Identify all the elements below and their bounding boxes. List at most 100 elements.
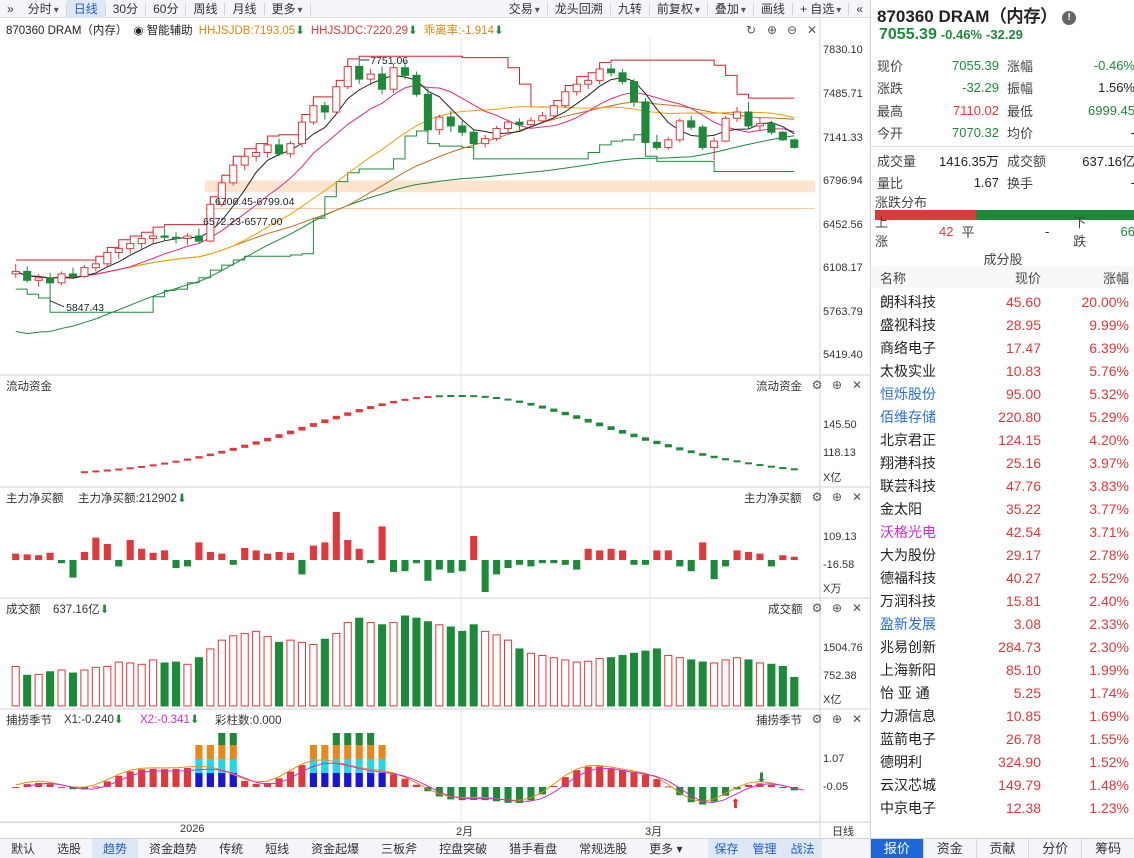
collapse-icon[interactable]: » — [7, 1, 14, 16]
volume-bar — [618, 655, 627, 707]
net-panel-title: 主力净买额 — [6, 493, 64, 505]
candle-body — [171, 236, 181, 240]
close-icon[interactable]: ✕ — [851, 490, 863, 504]
season-bar — [676, 787, 684, 796]
strategy-tab[interactable]: 资金起爆 — [311, 841, 360, 856]
constituent-row[interactable]: 云汉芯城 149.79 1.48% — [880, 776, 1129, 793]
toolbar-item[interactable]: 交易 — [502, 0, 547, 18]
constituent-row[interactable]: 翔港科技 25.16 3.97% — [880, 454, 1129, 471]
volume-bar — [332, 633, 341, 707]
toolbar-item[interactable]: + 自选 — [793, 0, 848, 18]
expand-icon[interactable]: « — [856, 1, 863, 16]
chart-canvas[interactable]: 7751.06 5847.43 6706.45-6799.04 6572.23-657… — [0, 0, 870, 838]
close-icon[interactable]: ✕ — [806, 23, 818, 37]
constituent-row[interactable]: 德明利 324.90 1.52% — [880, 753, 1129, 770]
panel-tab[interactable]: 贡献 — [977, 839, 1030, 858]
info-icon[interactable]: ! — [1062, 11, 1077, 25]
season-block — [218, 745, 226, 759]
close-icon[interactable]: ✕ — [851, 378, 863, 392]
constituent-row[interactable]: 恒烁股份 95.00 5.32% — [880, 385, 1129, 402]
constituent-row[interactable]: 怡 亚 通 5.25 1.74% — [880, 684, 1129, 701]
zoom-in-icon[interactable]: ⊕ — [831, 712, 843, 726]
panel-tab[interactable]: 资金 — [924, 839, 977, 858]
strategy-tab[interactable]: 趋势 — [92, 838, 139, 858]
strategy-tab[interactable]: 默认 — [11, 841, 36, 856]
strategy-tab[interactable]: 管理 — [745, 838, 784, 858]
toolbar-item[interactable]: 更多 — [265, 0, 310, 18]
constituent-row[interactable]: 力源信息 10.85 1.69% — [880, 707, 1129, 724]
constituent-row[interactable]: 北京君正 124.15 4.20% — [880, 431, 1129, 448]
panel-tab[interactable]: 报价 — [871, 839, 924, 858]
panel-tab[interactable]: 分价 — [1029, 839, 1083, 858]
constituent-row[interactable]: 盛视科技 28.95 9.99% — [880, 316, 1129, 333]
toolbar-item[interactable]: 画线 — [760, 1, 785, 16]
toolbar-item[interactable]: 日线 — [66, 0, 105, 18]
constituent-row[interactable]: 盈新发展 3.08 2.33% — [880, 615, 1129, 632]
constituent-row[interactable]: 万润科技 15.81 2.40% — [880, 592, 1129, 609]
close-icon[interactable]: ✕ — [851, 712, 863, 726]
net-bar — [756, 553, 764, 560]
season-bar — [607, 768, 615, 787]
constituent-row[interactable]: 佰维存储 220.80 5.29% — [880, 408, 1129, 425]
gear-icon[interactable]: ⚙ — [811, 601, 823, 615]
close-icon[interactable]: ✕ — [851, 601, 863, 615]
net-bar — [332, 512, 340, 560]
refresh-icon[interactable]: ↻ — [745, 23, 757, 37]
toolbar-item[interactable]: 周线 — [193, 1, 218, 16]
assist-toggle[interactable]: ◉ 智能辅助 — [133, 25, 193, 37]
toolbar-item[interactable]: 龙头回溯 — [554, 1, 603, 16]
toolbar-item[interactable]: 30分 — [112, 1, 139, 16]
strategy-tab[interactable]: 战法 — [783, 838, 822, 858]
constituent-row[interactable]: 金太阳 35.22 3.77% — [880, 500, 1129, 517]
constituent-row[interactable]: 上海新阳 85.10 1.99% — [880, 661, 1129, 678]
constituent-row[interactable]: 联芸科技 47.76 3.83% — [880, 477, 1129, 494]
season-block — [206, 759, 214, 773]
constituent-row[interactable]: 沃格光电 42.54 3.71% — [880, 523, 1129, 540]
strategy-tab[interactable]: 三板斧 — [381, 841, 418, 856]
main-ytick: 7141.33 — [823, 132, 863, 144]
down-arrow-icon: ⬇ — [295, 25, 305, 37]
assist-icon: ◉ — [133, 25, 144, 37]
zoom-out-icon[interactable]: ⊖ — [786, 23, 798, 37]
constituent-row[interactable]: 商络电子 17.47 6.39% — [880, 339, 1129, 356]
zoom-in-icon[interactable]: ⊕ — [766, 23, 778, 37]
toolbar-item[interactable]: 分时 — [21, 0, 66, 18]
strategy-tab[interactable]: 资金趋势 — [149, 841, 198, 856]
gear-icon[interactable]: ⚙ — [811, 490, 823, 504]
constituent-row[interactable]: 蓝箭电子 26.78 1.55% — [880, 730, 1129, 747]
volume-bar — [767, 663, 776, 707]
flow-bar — [596, 422, 604, 427]
constituent-row[interactable]: 大为股份 29.17 2.78% — [880, 546, 1129, 563]
panel-tab[interactable]: 筹码 — [1082, 839, 1134, 858]
constituent-row[interactable]: 中京电子 12.38 1.23% — [880, 799, 1129, 816]
constituent-row[interactable]: 太极实业 10.83 5.76% — [880, 362, 1129, 379]
gear-icon[interactable]: ⚙ — [811, 378, 823, 392]
toolbar-item[interactable]: 前复权 — [650, 0, 707, 18]
gear-icon[interactable]: ⚙ — [811, 712, 823, 726]
toolbar-item[interactable]: 九转 — [617, 1, 642, 16]
volume-bar — [698, 661, 707, 707]
constituent-row[interactable]: 朗科科技 45.60 20.00% — [880, 293, 1129, 310]
constituent-row[interactable]: 兆易创新 284.73 2.30% — [880, 638, 1129, 655]
toolbar-item[interactable]: 月线 — [232, 1, 257, 16]
strategy-tab[interactable]: 短线 — [265, 841, 290, 856]
flow-bar — [367, 406, 375, 410]
strategy-tab[interactable]: 选股 — [57, 841, 82, 856]
zoom-in-icon[interactable]: ⊕ — [831, 378, 843, 392]
candle-body — [297, 121, 307, 145]
zoom-in-icon[interactable]: ⊕ — [831, 490, 843, 504]
strategy-tab[interactable]: 常规选股 — [579, 841, 628, 856]
constituent-row[interactable]: 德福科技 40.27 2.52% — [880, 569, 1129, 586]
period-button[interactable]: 日线 — [832, 826, 854, 838]
toolbar-item[interactable]: 60分 — [153, 1, 179, 16]
flow-bar — [378, 403, 386, 407]
strategy-tab[interactable]: 猎手看盘 — [509, 841, 558, 856]
volume-bar — [584, 660, 593, 707]
strategy-tab[interactable]: 控盘突破 — [439, 841, 488, 856]
strategy-tab[interactable]: 传统 — [219, 841, 244, 856]
strategy-tab[interactable]: 保存 — [707, 838, 746, 858]
strategy-tab[interactable]: 更多 ▾ — [649, 841, 683, 856]
toolbar-item[interactable]: 叠加 — [708, 0, 753, 18]
zoom-in-icon[interactable]: ⊕ — [831, 601, 843, 615]
volume-bar — [458, 630, 467, 707]
